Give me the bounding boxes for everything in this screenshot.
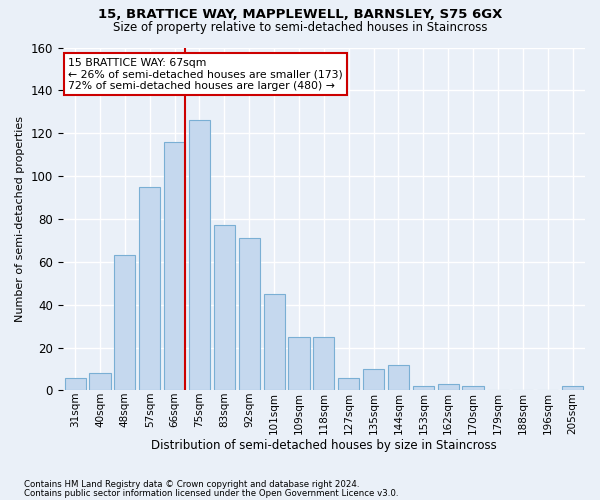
Bar: [388, 364, 409, 390]
Bar: [114, 256, 136, 390]
Bar: [338, 378, 359, 390]
Text: 15, BRATTICE WAY, MAPPLEWELL, BARNSLEY, S75 6GX: 15, BRATTICE WAY, MAPPLEWELL, BARNSLEY, …: [98, 8, 502, 21]
Text: 15 BRATTICE WAY: 67sqm
← 26% of semi-detached houses are smaller (173)
72% of se: 15 BRATTICE WAY: 67sqm ← 26% of semi-det…: [68, 58, 343, 91]
Bar: [562, 386, 583, 390]
Y-axis label: Number of semi-detached properties: Number of semi-detached properties: [15, 116, 25, 322]
Text: Size of property relative to semi-detached houses in Staincross: Size of property relative to semi-detach…: [113, 22, 487, 35]
Bar: [437, 384, 459, 390]
Bar: [164, 142, 185, 390]
Text: Contains HM Land Registry data © Crown copyright and database right 2024.: Contains HM Land Registry data © Crown c…: [24, 480, 359, 489]
Bar: [189, 120, 210, 390]
Bar: [289, 337, 310, 390]
Text: Contains public sector information licensed under the Open Government Licence v3: Contains public sector information licen…: [24, 488, 398, 498]
X-axis label: Distribution of semi-detached houses by size in Staincross: Distribution of semi-detached houses by …: [151, 440, 497, 452]
Bar: [239, 238, 260, 390]
Bar: [139, 187, 160, 390]
Bar: [313, 337, 334, 390]
Bar: [89, 374, 110, 390]
Bar: [263, 294, 284, 390]
Bar: [65, 378, 86, 390]
Bar: [363, 369, 384, 390]
Bar: [214, 226, 235, 390]
Bar: [463, 386, 484, 390]
Bar: [413, 386, 434, 390]
